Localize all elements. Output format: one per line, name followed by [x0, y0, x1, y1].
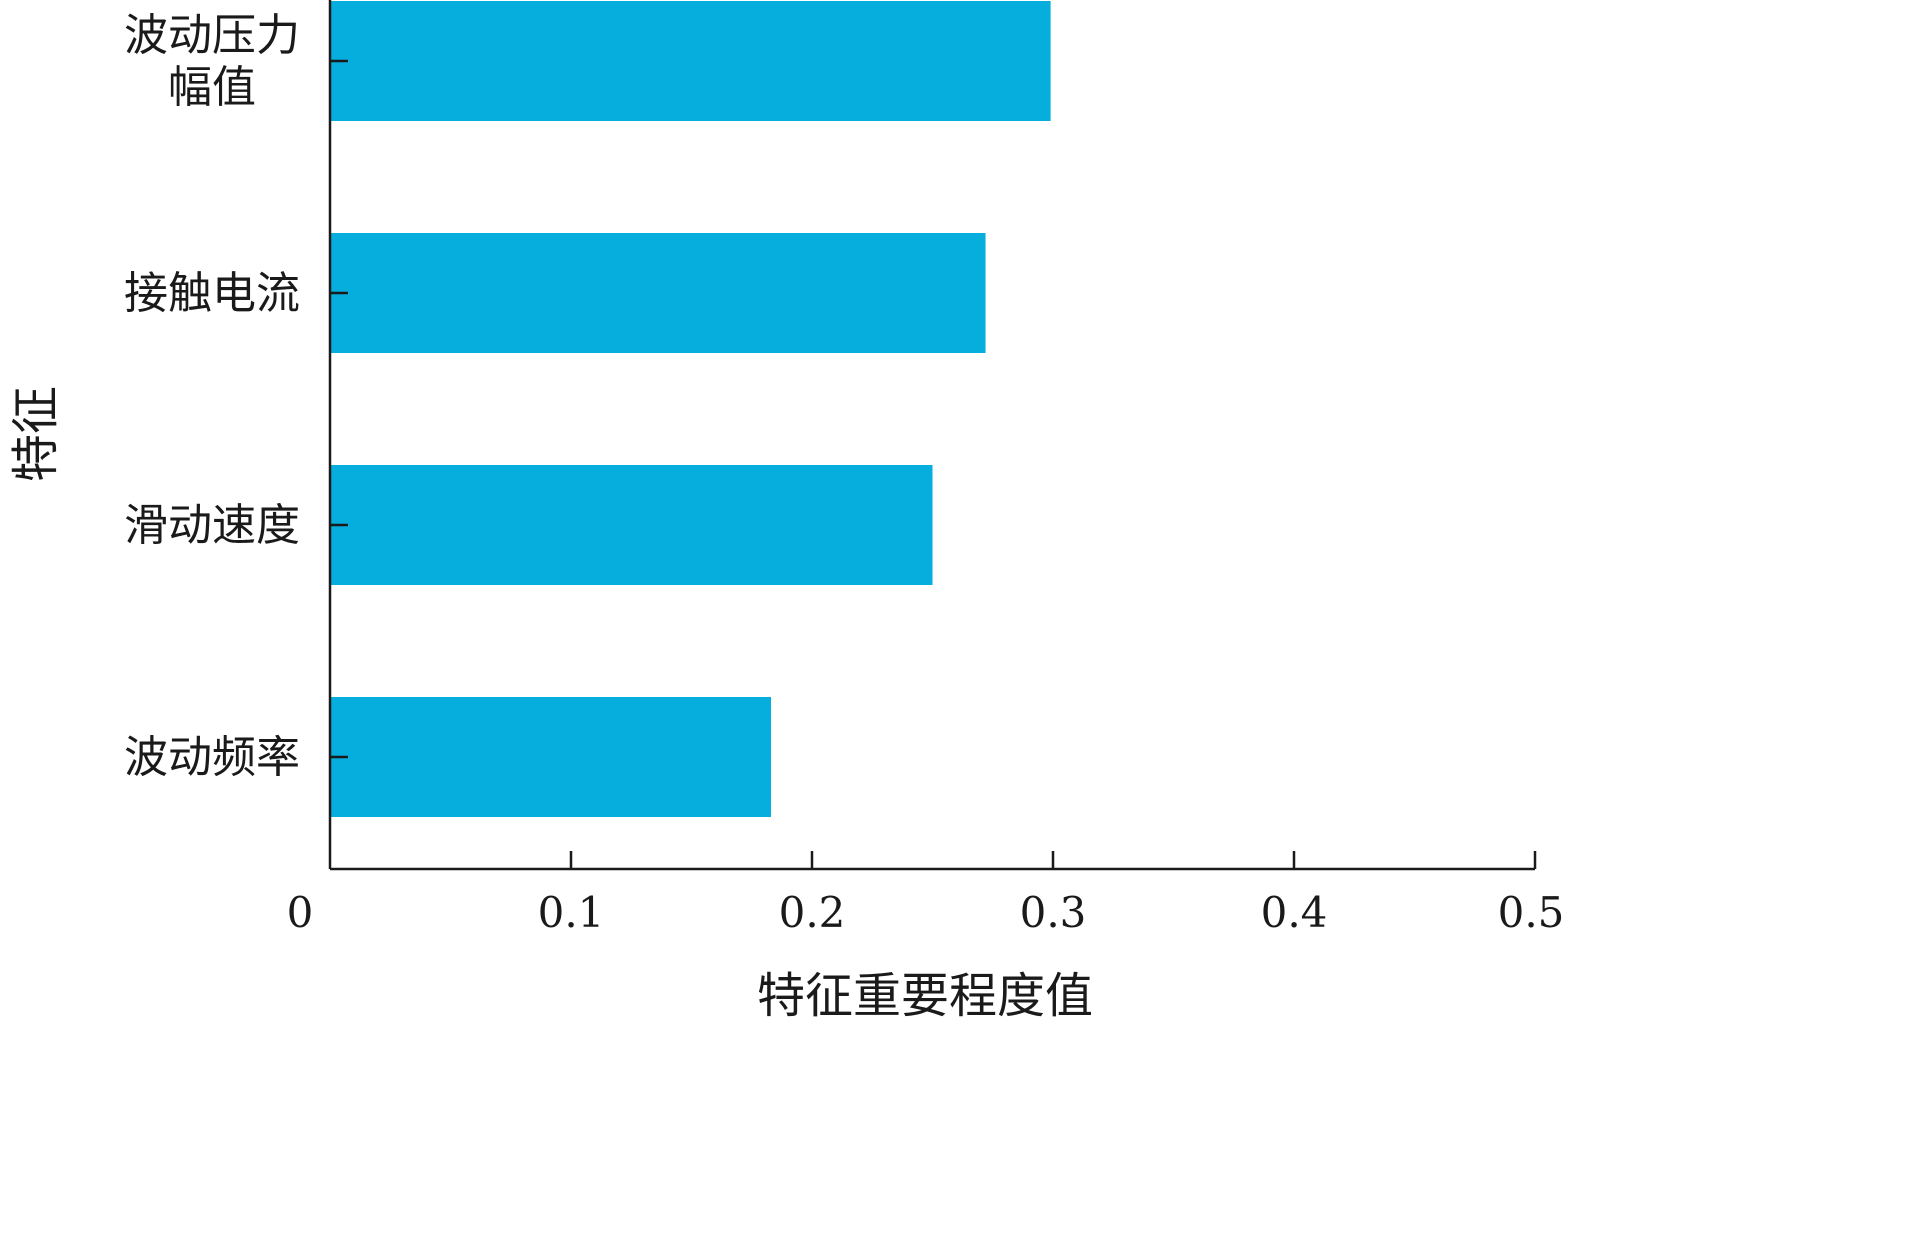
y-tick-label-3: 波动频率 — [124, 732, 300, 783]
x-ticks-group: 0 0.1 0.2 0.3 0.4 0.5 — [287, 851, 1565, 937]
x-tick-label-5: 0.5 — [1498, 888, 1565, 937]
y-tick-label-2: 滑动速度 — [124, 500, 300, 551]
x-tick-label-3: 0.3 — [1020, 888, 1087, 937]
bars-group — [330, 1, 1051, 817]
y-tick-label-1: 接触电流 — [124, 268, 300, 319]
axes-group — [328, 0, 1535, 871]
y-axis-title: 特征 — [8, 386, 64, 482]
x-tick-label-4: 0.4 — [1261, 888, 1328, 937]
y-tick-label-0-line-0: 波动压力 — [124, 10, 300, 61]
bar-1 — [330, 233, 986, 353]
bar-0 — [330, 1, 1051, 121]
x-tick-label-2: 0.2 — [779, 888, 846, 937]
y-tick-label-0-line-1: 幅值 — [168, 62, 256, 113]
bar-2 — [330, 465, 933, 585]
x-tick-label-1: 0.1 — [538, 888, 605, 937]
x-axis-title: 特征重要程度值 — [757, 968, 1093, 1024]
x-tick-label-0: 0 — [287, 888, 314, 937]
bar-3 — [330, 697, 772, 817]
